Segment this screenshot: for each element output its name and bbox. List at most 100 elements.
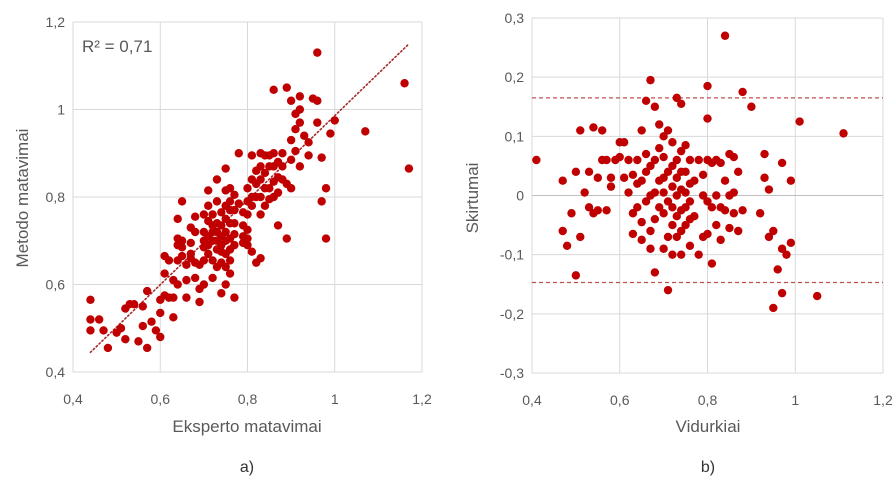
data-point: [646, 75, 655, 85]
data-point: [317, 197, 326, 206]
data-point: [212, 197, 222, 206]
data-point: [243, 234, 252, 243]
data-point: [773, 265, 782, 274]
data-point: [256, 175, 265, 184]
data-point: [313, 48, 322, 57]
data-point: [598, 126, 607, 135]
data-point: [230, 205, 239, 215]
data-point: [400, 79, 409, 88]
data-point: [225, 269, 235, 278]
data-point: [138, 321, 147, 331]
data-point: [637, 217, 646, 227]
scatter-chart-a: 0,4 0,6 0,8 1 1,2 0,4 0,6 0,8 1 1,2 R² = 0,71 Eks…: [13, 14, 432, 476]
x-axis-label-b: Vidurkiai: [676, 417, 741, 436]
points-a: [86, 48, 414, 353]
data-point: [738, 206, 747, 215]
data-point: [659, 209, 668, 218]
data-point: [160, 269, 169, 278]
data-point: [580, 188, 589, 197]
data-point: [769, 226, 778, 236]
data-point: [204, 249, 213, 259]
data-point: [199, 256, 209, 265]
data-point: [230, 219, 239, 228]
data-point: [313, 118, 322, 127]
data-point: [777, 288, 787, 298]
y-tick-label: 0,4: [46, 364, 66, 380]
x-tick-label: 1,2: [412, 391, 432, 407]
data-point: [637, 176, 646, 185]
data-point: [760, 173, 769, 182]
data-point: [681, 141, 690, 150]
data-point: [659, 244, 668, 253]
data-point: [221, 280, 230, 289]
x-tick-label: 0,6: [610, 392, 630, 408]
data-point: [99, 326, 108, 335]
caption-a: a): [240, 459, 254, 476]
data-point: [295, 118, 305, 127]
data-point: [330, 116, 339, 125]
data-point: [786, 238, 796, 248]
data-point: [786, 176, 796, 185]
ticks-a: 0,4 0,6 0,8 1 1,2 0,4 0,6 0,8 1 1,2: [46, 14, 432, 407]
data-point: [273, 221, 283, 230]
data-point: [716, 235, 725, 245]
data-point: [256, 210, 265, 219]
data-point: [663, 197, 673, 206]
data-point: [164, 256, 174, 265]
data-point: [628, 229, 638, 239]
data-point: [663, 285, 673, 295]
data-point: [764, 232, 774, 242]
y-tick-label: 0,3: [505, 10, 525, 26]
data-point: [291, 146, 300, 156]
data-point: [286, 96, 296, 105]
data-point: [195, 297, 204, 307]
data-point: [589, 123, 598, 132]
data-point: [142, 343, 152, 353]
data-point: [641, 149, 651, 159]
data-point: [606, 173, 616, 182]
data-point: [703, 197, 712, 206]
data-point: [681, 167, 690, 177]
data-point: [116, 324, 126, 333]
data-point: [602, 155, 611, 165]
y-tick-label: 0,8: [46, 189, 66, 205]
data-point: [571, 271, 581, 280]
data-point: [169, 313, 178, 322]
data-point: [676, 99, 686, 108]
data-point: [650, 102, 660, 111]
data-point: [720, 176, 730, 185]
data-point: [265, 184, 274, 193]
data-point: [173, 214, 182, 224]
data-point: [182, 293, 191, 302]
y-tick-label: -0,2: [500, 306, 524, 322]
data-point: [681, 188, 690, 197]
data-point: [755, 209, 765, 218]
data-point: [619, 138, 629, 147]
data-point: [243, 184, 252, 193]
data-point: [637, 126, 646, 135]
data-point: [313, 96, 322, 105]
data-point: [593, 206, 603, 215]
data-point: [659, 188, 668, 197]
data-point: [256, 254, 265, 263]
data-point: [121, 334, 130, 344]
data-point: [681, 203, 690, 212]
data-point: [676, 226, 686, 236]
data-point: [655, 203, 664, 212]
data-point: [650, 214, 660, 224]
data-point: [562, 241, 572, 250]
data-point: [217, 289, 226, 298]
data-point: [142, 286, 152, 296]
data-point: [273, 188, 283, 197]
data-point: [777, 158, 787, 168]
data-point: [103, 343, 113, 353]
data-point: [304, 151, 313, 160]
data-point: [199, 280, 209, 289]
scatter-chart-b: 0,4 0,6 0,8 1 1,2 -0,3 -0,2 -0,1 0 0,1 0,2 0,3 Vidu…: [463, 10, 893, 476]
data-point: [221, 227, 230, 237]
data-point: [659, 152, 668, 162]
data-point: [221, 262, 230, 272]
data-point: [584, 203, 594, 212]
data-point: [769, 303, 778, 313]
